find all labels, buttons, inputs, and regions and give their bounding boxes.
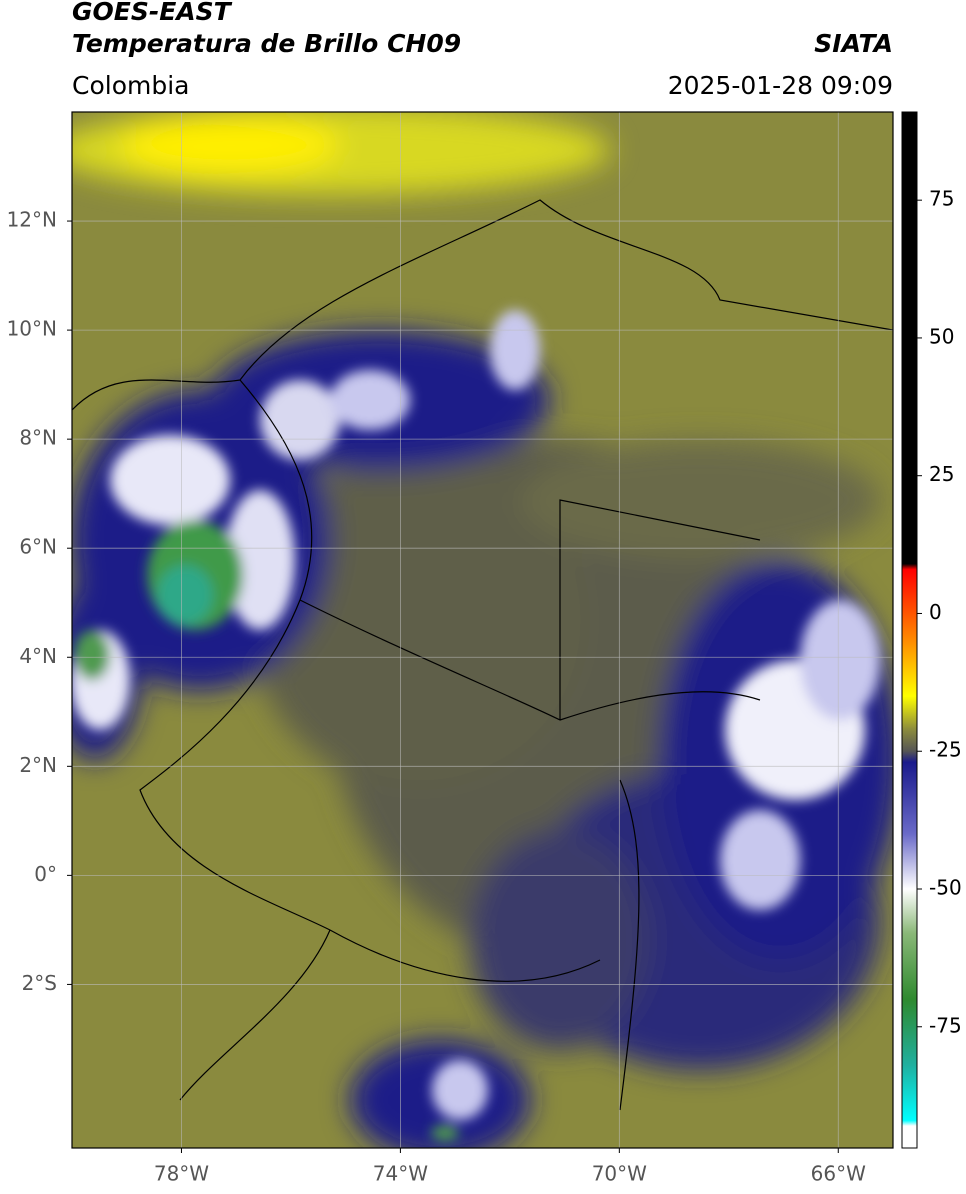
colorbar (901, 111, 918, 1149)
satellite-image (72, 112, 893, 1148)
region: Colombia (72, 71, 189, 100)
subtitle: Temperatura de Brillo CH09 (72, 29, 461, 58)
colorbar-tick-label: 75 (929, 187, 954, 211)
x-tick-label: 66°W (811, 1162, 866, 1186)
y-tick-label: 6°N (19, 535, 57, 559)
colorbar-tick-label: -75 (929, 1013, 962, 1037)
source: SIATA (814, 29, 893, 58)
y-tick-label: 2°S (22, 971, 57, 995)
x-tick-label: 74°W (373, 1162, 428, 1186)
y-tick-label: 2°N (19, 753, 57, 777)
y-tick-label: 10°N (7, 317, 57, 341)
y-tick-label: 0° (34, 862, 57, 886)
colorbar-tick-label: 50 (929, 324, 954, 348)
datetime: 2025-01-28 09:09 (668, 71, 893, 100)
colorbar-tick-label: -25 (929, 738, 962, 762)
map-frame (71, 111, 894, 1149)
colorbar-tick-label: -50 (929, 876, 962, 900)
y-tick-label: 4°N (19, 644, 57, 668)
boundaries (72, 199, 893, 1111)
x-tick-label: 78°W (154, 1162, 209, 1186)
title: GOES-EAST (72, 0, 233, 26)
y-tick-label: 8°N (19, 426, 57, 450)
colorbar-tick-label: 0 (929, 600, 942, 624)
colorbar-tick-label: 25 (929, 462, 954, 486)
y-tick-label: 12°N (7, 208, 57, 232)
x-tick-label: 70°W (592, 1162, 647, 1186)
